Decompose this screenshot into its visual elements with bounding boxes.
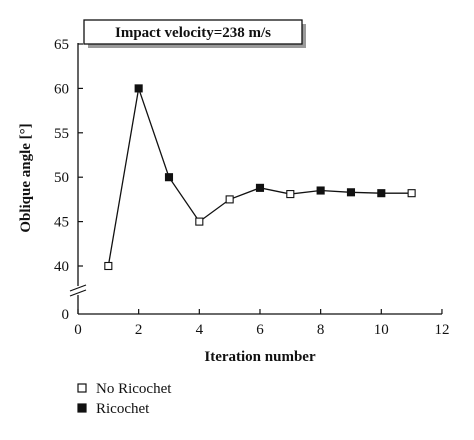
x-tick-label: 4: [196, 322, 204, 338]
y-tick-label: 40: [54, 259, 69, 275]
annotation-box: [83, 19, 303, 45]
x-tick-label: 6: [256, 322, 264, 338]
y-tick-label: 60: [54, 81, 69, 97]
x-tick-label: 2: [135, 322, 143, 338]
axis-break-mark-2: [69, 284, 87, 292]
legend-marker-open-square: [77, 383, 87, 393]
series-line: [107, 88, 412, 267]
marker-group: [104, 84, 416, 271]
axis-break-mark-1: [69, 289, 87, 297]
data-point-ricochet: [346, 188, 356, 197]
legend-label-ricochet: Ricochet: [96, 401, 150, 417]
x-tick-label: 0: [74, 322, 82, 338]
y-tick-label: 55: [54, 126, 69, 142]
data-point-ricochet: [134, 84, 143, 93]
data-point-ricochet: [255, 183, 265, 192]
data-point-no-ricochet: [104, 261, 113, 271]
data-point-no-ricochet: [195, 217, 204, 226]
y-axis-title: Oblique angle [°]: [18, 123, 34, 232]
y-tick-label: 0: [62, 307, 70, 323]
legend-label-no-ricochet: No Ricochet: [96, 381, 172, 397]
y-tick-label: 50: [54, 170, 69, 186]
series-line-group: [107, 88, 412, 267]
x-tick-label: 12: [434, 322, 449, 338]
data-point-ricochet: [377, 189, 386, 198]
data-point-ricochet: [164, 173, 174, 182]
tick-group: 0 2 4 6 8 10 12 0 40 45 50 55 60 65: [54, 37, 449, 338]
data-point-no-ricochet: [286, 190, 295, 199]
y-tick-label: 65: [54, 37, 69, 53]
data-point-no-ricochet: [407, 189, 416, 198]
data-point-ricochet: [316, 186, 325, 195]
y-tick-label: 45: [54, 215, 69, 231]
annotation-text: Impact velocity=238 m/s: [115, 25, 271, 41]
x-tick-label: 8: [317, 322, 325, 338]
data-point-no-ricochet: [225, 195, 234, 204]
x-axis-title: Iteration number: [204, 349, 316, 365]
x-tick-label: 10: [374, 322, 389, 338]
legend-marker-filled-square: [77, 403, 87, 413]
